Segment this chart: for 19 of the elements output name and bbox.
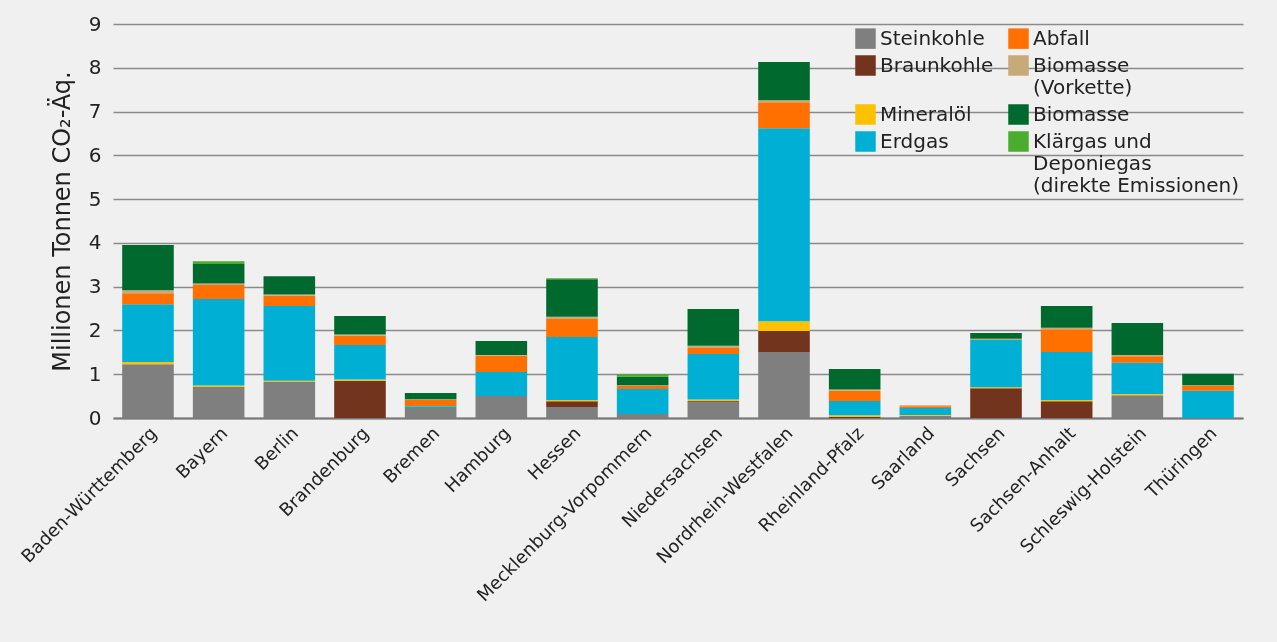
y-tick-label: 9 xyxy=(88,11,102,36)
y-tick-label: 8 xyxy=(88,55,102,80)
legend-label: Mineralöl xyxy=(880,101,972,126)
y-tick-label: 7 xyxy=(88,99,102,124)
y-axis-title: Millionen Tonnen CO₂-Äq. xyxy=(46,71,76,372)
legend-label: Biomasse (Vorkette) xyxy=(1033,52,1133,99)
legend-label: Klärgas und Deponiegas (direkte Emissionen) xyxy=(1033,128,1239,197)
y-tick-label: 2 xyxy=(88,317,102,342)
y-tick-label: 0 xyxy=(88,405,102,430)
legend-label: Abfall xyxy=(1033,25,1090,50)
legend-label: Erdgas xyxy=(880,128,949,153)
y-tick-label: 5 xyxy=(88,186,102,211)
y-tick-label: 6 xyxy=(88,142,102,167)
legend-label: Biomasse xyxy=(1033,101,1130,126)
y-tick-label: 1 xyxy=(88,361,102,386)
y-tick-label: 3 xyxy=(88,274,102,299)
legend-label: Braunkohle xyxy=(880,52,994,77)
legend-label: Steinkohle xyxy=(880,25,985,50)
y-tick-label: 4 xyxy=(88,230,102,255)
